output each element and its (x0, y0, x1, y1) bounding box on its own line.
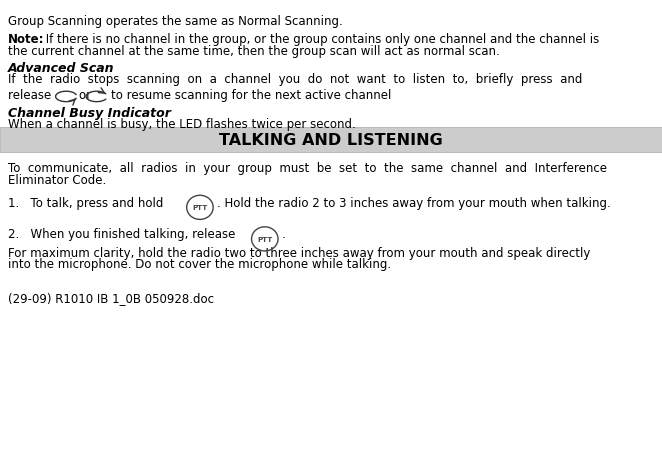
Text: to resume scanning for the next active channel: to resume scanning for the next active c… (111, 89, 392, 102)
Text: 1.   To talk, press and hold: 1. To talk, press and hold (8, 196, 167, 209)
Text: . Hold the radio 2 to 3 inches away from your mouth when talking.: . Hold the radio 2 to 3 inches away from… (217, 196, 611, 209)
Text: PTT: PTT (257, 237, 273, 242)
Text: For maximum clarity, hold the radio two to three inches away from your mouth and: For maximum clarity, hold the radio two … (8, 246, 591, 259)
Text: Eliminator Code.: Eliminator Code. (8, 174, 106, 187)
Text: PTT: PTT (192, 205, 208, 211)
Text: If  the  radio  stops  scanning  on  a  channel  you  do  not  want  to  listen : If the radio stops scanning on a channel… (8, 73, 583, 86)
Text: To  communicate,  all  radios  in  your  group  must  be  set  to  the  same  ch: To communicate, all radios in your group… (8, 162, 607, 175)
Text: the current channel at the same time, then the group scan will act as normal sca: the current channel at the same time, th… (8, 45, 500, 58)
Text: Note:: Note: (8, 33, 44, 46)
Text: When a channel is busy, the LED flashes twice per second.: When a channel is busy, the LED flashes … (8, 118, 355, 131)
Text: Group Scanning operates the same as Normal Scanning.: Group Scanning operates the same as Norm… (8, 15, 343, 28)
Text: Advanced Scan: Advanced Scan (8, 62, 115, 75)
Text: .: . (282, 228, 286, 241)
Text: into the microphone. Do not cover the microphone while talking.: into the microphone. Do not cover the mi… (8, 258, 391, 271)
Text: (29-09) R1010 IB 1_0B 050928.doc: (29-09) R1010 IB 1_0B 050928.doc (8, 292, 214, 305)
Text: Channel Busy Indicator: Channel Busy Indicator (8, 107, 171, 120)
Text: release: release (8, 89, 55, 102)
Text: If there is no channel in the group, or the group contains only one channel and : If there is no channel in the group, or … (42, 33, 600, 46)
Text: 2.   When you finished talking, release: 2. When you finished talking, release (8, 228, 239, 241)
Text: TALKING AND LISTENING: TALKING AND LISTENING (219, 133, 443, 148)
Bar (0, 128, 662, 153)
Text: or: or (79, 89, 95, 102)
